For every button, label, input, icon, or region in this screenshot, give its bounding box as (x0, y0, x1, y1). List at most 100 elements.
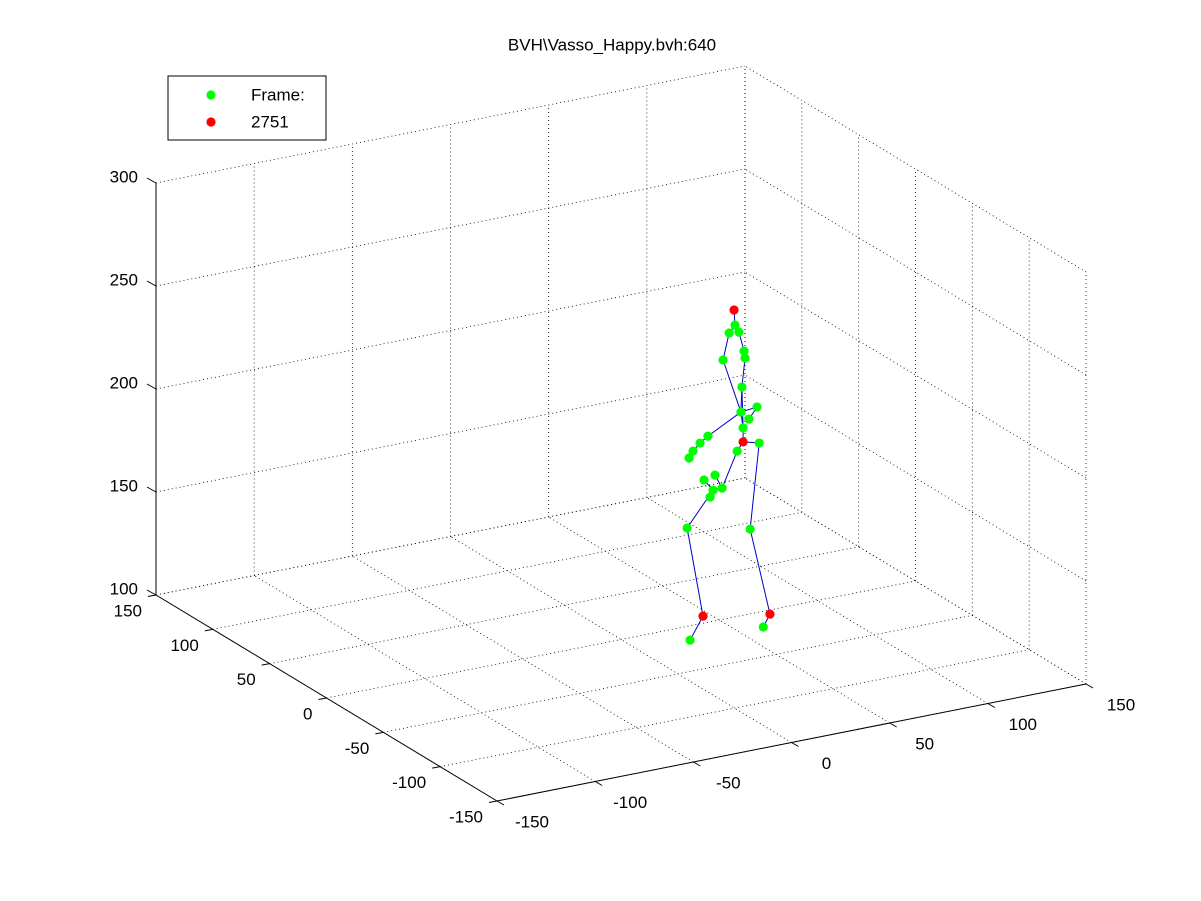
z-tick (146, 383, 157, 390)
z-tick (146, 486, 157, 493)
marker (718, 355, 728, 365)
grid-line (383, 614, 973, 733)
x-tick (496, 800, 505, 806)
x-tick (1085, 683, 1094, 689)
marker (738, 423, 748, 433)
legend-marker (206, 90, 216, 100)
z-tick (146, 589, 157, 596)
marker (765, 609, 775, 619)
legend-box (167, 75, 327, 141)
bone (741, 386, 744, 428)
chart-title: BVH\Vasso_Happy.bvh:640 (508, 35, 716, 54)
x-tick-label: 0 (822, 754, 831, 773)
z-tick (146, 280, 157, 287)
y-tick-label: -150 (449, 807, 483, 826)
y-tick (432, 766, 441, 769)
bone (722, 332, 730, 361)
grid-line (155, 374, 746, 493)
legend: Frame: 2751 (167, 75, 327, 141)
x-tick (889, 722, 897, 728)
marker (739, 346, 749, 356)
marker (724, 328, 734, 338)
axes: -150 -100 -50 0 50 100 150 -150 -100 -50 0 50 100 150… (110, 167, 1136, 831)
legend-marker (206, 117, 216, 127)
x-tick (693, 761, 701, 767)
z-tick-label: 100 (110, 579, 138, 598)
y-tick-label: 150 (114, 601, 142, 620)
marker (685, 635, 695, 645)
y-tick-label: -50 (345, 739, 370, 758)
grid-line (155, 271, 746, 390)
marker (744, 414, 754, 424)
y-tick-label: 100 (170, 636, 198, 655)
legend-label: Frame: (251, 85, 305, 104)
z-tick-label: 300 (110, 167, 138, 186)
y-tick-label: 0 (303, 704, 312, 723)
y-tick (488, 800, 498, 803)
grid-line (155, 477, 746, 596)
x-tick (791, 742, 799, 747)
z-tick-label: 250 (110, 270, 138, 289)
marker (745, 524, 755, 534)
bone (749, 528, 771, 615)
grid-line (269, 546, 859, 665)
y-tick (318, 697, 327, 700)
points (682, 305, 775, 645)
marker (729, 305, 739, 315)
x-tick (594, 781, 603, 786)
x-tick-label: 150 (1107, 695, 1135, 714)
bone (741, 358, 746, 387)
marker (703, 431, 713, 441)
marker (734, 327, 744, 337)
marker (732, 446, 742, 456)
grid-line (326, 580, 916, 699)
y-tick (204, 628, 213, 632)
marker (684, 453, 694, 463)
bone (721, 450, 738, 489)
y-tick (261, 663, 270, 666)
grid (155, 65, 1087, 802)
bone (686, 527, 704, 617)
marker (698, 611, 708, 621)
grid-line (155, 168, 746, 287)
marker (758, 622, 768, 632)
y-tick (147, 594, 157, 597)
marker (738, 437, 748, 447)
marker (682, 523, 692, 533)
y-tick (375, 731, 384, 735)
grid-line (440, 649, 1030, 768)
marker (717, 483, 727, 493)
marker (740, 353, 750, 363)
y-tick-label: 50 (237, 670, 256, 689)
marker (695, 438, 705, 448)
marker (708, 485, 718, 495)
grid-line (212, 511, 802, 630)
marker (737, 382, 747, 392)
marker (752, 402, 762, 412)
x-tick-label: -50 (716, 773, 741, 792)
bone (707, 411, 742, 437)
marker (710, 470, 720, 480)
marker (754, 438, 764, 448)
grid-line (155, 65, 746, 184)
legend-label: 2751 (251, 112, 289, 131)
bone (749, 442, 760, 530)
x-tick-label: -100 (613, 793, 647, 812)
marker (705, 492, 715, 502)
marker (730, 320, 740, 330)
x-tick (987, 703, 996, 708)
y-tick-label: -100 (392, 773, 426, 792)
bone (722, 359, 742, 413)
z-tick-label: 200 (110, 373, 138, 392)
x-tick-label: 100 (1009, 715, 1037, 734)
z-tick (146, 177, 157, 184)
x-tick-label: -150 (515, 812, 549, 831)
x-tick-label: 50 (915, 734, 934, 753)
z-tick-label: 150 (110, 476, 138, 495)
marker (736, 407, 746, 417)
marker (699, 475, 709, 485)
marker (688, 446, 698, 456)
